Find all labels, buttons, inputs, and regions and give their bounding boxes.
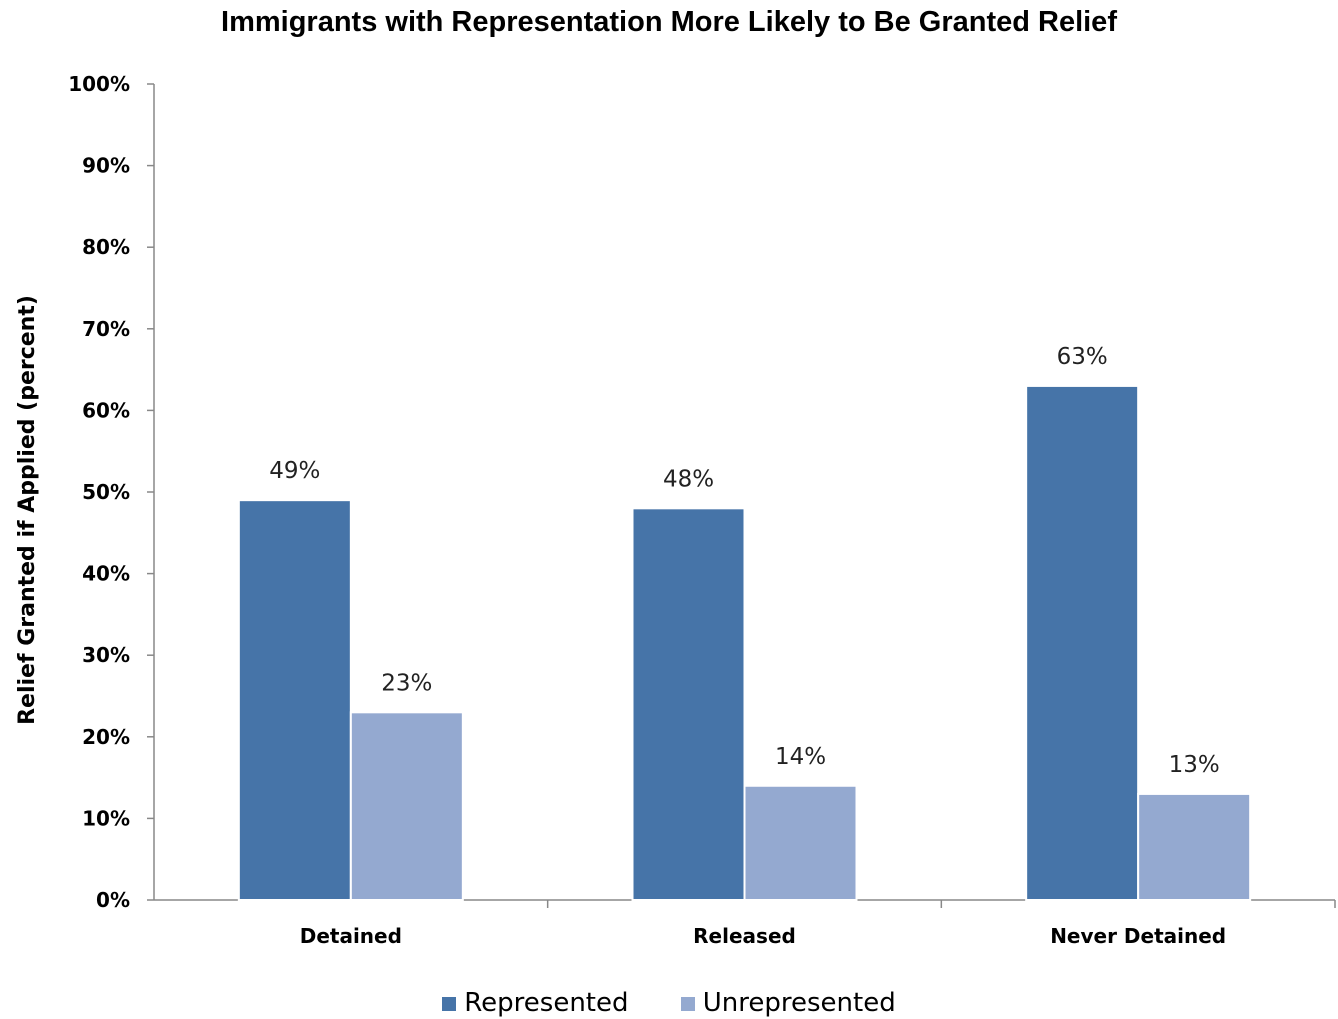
data-label: 49% xyxy=(269,458,320,484)
y-tick-label: 60% xyxy=(82,398,130,422)
x-tick-label: Never Detained xyxy=(1050,924,1226,948)
chart-plot: 0% 10% 20% 30% 40% 50% 60% 70% 80% 90% 100% Relief … xyxy=(15,72,1336,948)
data-label: 13% xyxy=(1169,752,1220,778)
bar-unrepresented-released xyxy=(743,784,858,902)
x-tick-label: Released xyxy=(693,924,796,948)
y-tick-label: 70% xyxy=(82,317,130,341)
legend-swatch-unrepresented xyxy=(680,996,695,1011)
data-label: 23% xyxy=(381,670,432,696)
data-label: 14% xyxy=(775,744,826,770)
legend-item-unrepresented: Unrepresented xyxy=(680,988,896,1018)
chart-title: Immigrants with Representation More Like… xyxy=(221,6,1117,38)
x-tick-label: Detained xyxy=(300,924,402,948)
bar-unrepresented-detained xyxy=(349,711,464,901)
legend: Represented Unrepresented xyxy=(0,988,1338,1018)
legend-label-unrepresented: Unrepresented xyxy=(702,988,896,1018)
bar-represented-detained xyxy=(237,499,352,901)
y-axis-label: Relief Granted if Applied (percent) xyxy=(15,295,40,725)
bar-unrepresented-never-detained xyxy=(1137,792,1252,901)
y-tick-label: 0% xyxy=(96,888,130,912)
legend-label-represented: Represented xyxy=(464,988,629,1018)
bar-represented-never-detained xyxy=(1025,384,1140,902)
y-tick-label: 10% xyxy=(82,806,130,830)
y-tick-label: 20% xyxy=(82,725,130,749)
legend-swatch-represented xyxy=(442,996,457,1011)
data-label: 48% xyxy=(663,466,714,492)
y-tick-label: 90% xyxy=(82,154,130,178)
data-label: 63% xyxy=(1057,344,1108,370)
legend-item-represented: Represented xyxy=(442,988,629,1018)
y-tick-label: 40% xyxy=(82,562,130,586)
y-tick-label: 100% xyxy=(68,72,130,96)
y-tick-label: 30% xyxy=(82,643,130,667)
bar-represented-released xyxy=(631,507,746,901)
y-tick-label: 50% xyxy=(82,480,130,504)
y-tick-label: 80% xyxy=(82,235,130,259)
